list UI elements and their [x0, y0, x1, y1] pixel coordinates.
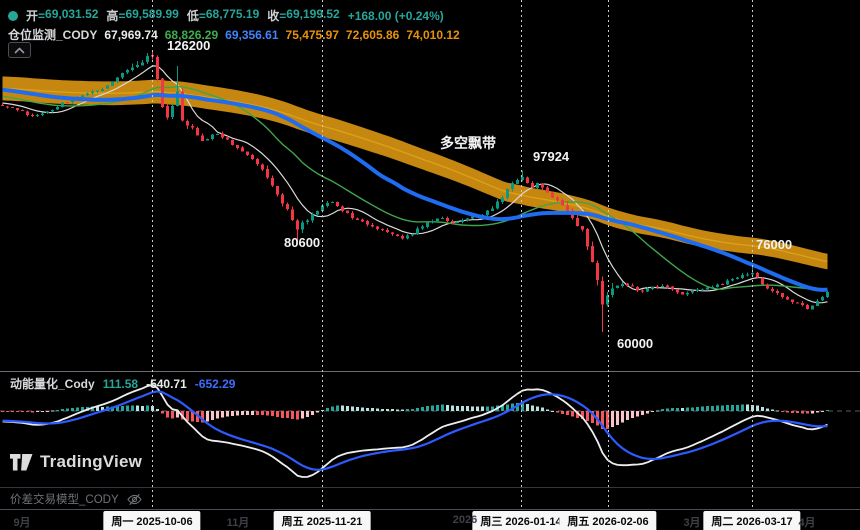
high-value: 69,589.99: [125, 7, 179, 21]
hidden-indicator-row[interactable]: 价差交易模型_CODY: [10, 491, 142, 507]
price-label-97924: 97924: [533, 149, 570, 164]
time-axis[interactable]: 周一 2025-10-06 周五 2025-11-21 周三 2026-01-14 周…: [0, 510, 860, 530]
open-value: 69,031.52: [45, 7, 99, 21]
indicator-value-1: 68,826.29: [164, 27, 219, 42]
macd-value: -540.71: [146, 376, 187, 391]
session-line-4: [752, 0, 753, 508]
indicator-value-4: 72,605.86: [345, 27, 400, 42]
pane-separator[interactable]: [0, 371, 860, 372]
month-label-3: 3月: [683, 517, 701, 529]
price-label-60000: 60000: [617, 336, 654, 351]
month-label-2: 2026: [452, 514, 478, 526]
close-label: 收: [267, 7, 286, 24]
momentum-pane[interactable]: [0, 372, 860, 487]
time-axis-border: [0, 509, 860, 510]
momentum-legend[interactable]: 动能量化_Cody 111.58 -540.71 -652.29: [10, 375, 235, 392]
indicator-name: 仓位监测_CODY: [8, 28, 98, 42]
session-line-0: [152, 0, 153, 508]
position-monitor-legend[interactable]: 仓位监测_CODY 67,969.74 68,826.29 69,356.61 …: [8, 26, 460, 43]
price-label-126200: 126200: [167, 38, 211, 53]
date-label-2[interactable]: 周三 2026-01-14: [472, 511, 570, 530]
pane-separator[interactable]: [0, 487, 860, 488]
date-label-3[interactable]: 周五 2026-02-06: [559, 511, 657, 530]
date-label-4[interactable]: 周二 2026-03-17: [703, 511, 801, 530]
indicator-value-3: 75,475.97: [285, 27, 339, 42]
indicator-value-0: 67,969.74: [104, 27, 158, 42]
indicator-value-5: 74,010.12: [406, 27, 460, 42]
price-label-76000: 76000: [756, 237, 793, 252]
change-value: +168.00 (+0.24%): [347, 8, 444, 23]
low-value: 68,775.19: [205, 7, 260, 21]
tradingview-mark-icon: [10, 453, 33, 470]
hist-value: 111.58: [102, 376, 139, 391]
chevron-up-icon: [14, 47, 25, 53]
tradingview-wordmark: TradingView: [40, 452, 143, 471]
open-label: 开: [26, 7, 45, 24]
close-value: 69,199.52: [286, 7, 340, 21]
high-label: 高: [106, 7, 125, 24]
low-label: 低: [187, 7, 206, 24]
eye-off-icon[interactable]: [126, 493, 142, 506]
month-label-1: 11月: [226, 517, 250, 529]
signal-value: -652.29: [194, 376, 236, 391]
price-pane[interactable]: [0, 0, 860, 372]
band-label: 多空飘带: [440, 135, 496, 151]
session-line-3: [608, 0, 609, 508]
month-label-4: 4月: [798, 517, 816, 529]
month-label-0: 9月: [13, 517, 31, 529]
price-label-80600: 80600: [284, 235, 321, 250]
session-line-2: [521, 0, 522, 508]
date-label-1[interactable]: 周五 2025-11-21: [273, 511, 371, 530]
collapse-legend-button[interactable]: [8, 42, 31, 58]
session-line-1: [322, 0, 323, 508]
momentum-name: 动能量化_Cody: [10, 377, 95, 391]
ohlc-legend: 开69,031.52 高69,589.99 低68,775.19 收69,199…: [8, 7, 444, 24]
hidden-indicator-name: 价差交易模型_CODY: [10, 494, 119, 506]
indicator-value-2: 69,356.61: [225, 27, 279, 42]
tradingview-logo[interactable]: TradingView: [10, 452, 142, 472]
date-label-0[interactable]: 周一 2025-10-06: [103, 511, 201, 530]
series-bullet-icon: [8, 10, 18, 21]
